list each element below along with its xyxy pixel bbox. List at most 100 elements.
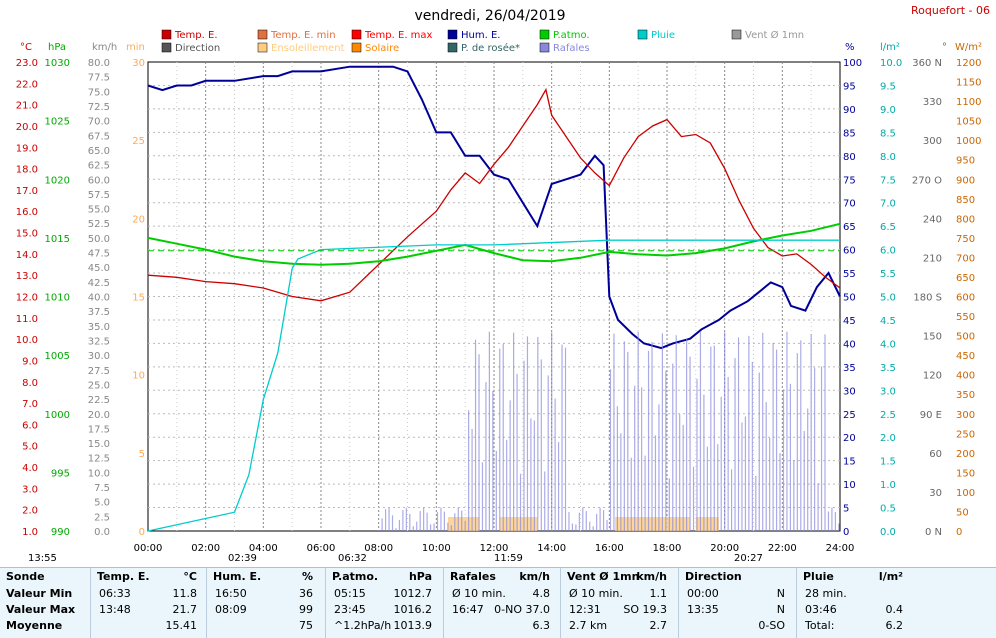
label-max: Valeur Max bbox=[6, 603, 76, 616]
wind-axis-tick-label: 0.0 bbox=[94, 527, 110, 538]
time-tick-label: 04:00 bbox=[249, 543, 278, 554]
legend-label: P.atmo. bbox=[553, 30, 590, 41]
summary-cell-gust: 16:47 0-NO 37.0 bbox=[444, 602, 556, 618]
rain-axis-tick-label: 0.0 bbox=[880, 527, 896, 538]
legend-swatch bbox=[257, 42, 268, 53]
legend-swatch bbox=[351, 29, 362, 40]
time-tick-label: 16:00 bbox=[595, 543, 624, 554]
wind-axis-tick-label: 72.5 bbox=[88, 102, 110, 113]
temp-axis-tick-label: 6.0 bbox=[22, 420, 38, 431]
header-sonde: Sonde bbox=[6, 570, 45, 583]
wind-axis-tick-label: 15.0 bbox=[88, 439, 110, 450]
solar-axis-tick-label: 650 bbox=[956, 273, 975, 284]
summary-cell-time: 05:15 bbox=[334, 587, 366, 600]
press-axis-tick-label: 1010 bbox=[45, 293, 70, 304]
dir-axis-tick-label: 180 S bbox=[913, 293, 942, 304]
wind-axis-tick-label: 30.0 bbox=[88, 351, 110, 362]
sun-time-marker: 02:39 bbox=[228, 553, 257, 564]
temp-axis-tick-label: 11.0 bbox=[16, 314, 38, 325]
hum-axis-tick-label: 10 bbox=[843, 480, 856, 491]
temp-axis-tick-label: 22.0 bbox=[16, 79, 38, 90]
summary-cell-value: 21.7 bbox=[172, 603, 198, 616]
legend-swatch bbox=[447, 42, 458, 53]
temp-axis-tick-label: 17.0 bbox=[16, 186, 38, 197]
summary-cell-time: 2.7 km bbox=[569, 619, 608, 632]
legend-label: Ensoleillement bbox=[271, 43, 345, 54]
rain-axis-tick-label: 7.5 bbox=[880, 175, 896, 186]
temp-axis-tick-label: 1.0 bbox=[22, 527, 38, 538]
summary-cell-time: 13:48 bbox=[99, 603, 131, 616]
rain-axis-tick-label: 3.0 bbox=[880, 386, 896, 397]
summary-cell-rain: Total: 6.2 bbox=[797, 618, 909, 634]
hum-axis-tick-label: 70 bbox=[843, 199, 856, 210]
summary-header-label: Temp. E. bbox=[97, 570, 150, 583]
temp-axis-tick-label: 4.0 bbox=[22, 463, 38, 474]
hum-axis-tick-label: 30 bbox=[843, 386, 856, 397]
summary-header-label: Rafales bbox=[450, 570, 496, 583]
legend-swatch bbox=[351, 42, 362, 53]
summary-cell-time: 12:31 bbox=[569, 603, 601, 616]
summary-cell-hum: 08:09 99 bbox=[207, 602, 319, 618]
time-tick-label: 22:00 bbox=[768, 543, 797, 554]
legend-swatch bbox=[539, 29, 550, 40]
dir-axis-tick-label: 210 bbox=[923, 253, 942, 264]
press-axis-tick-label: 1020 bbox=[45, 175, 70, 186]
sunshine-block bbox=[447, 517, 480, 531]
time-tick-label: 20:00 bbox=[710, 543, 739, 554]
summary-cell-press: ^1.2hPa/h 1013.9 bbox=[326, 618, 438, 634]
wind-axis-tick-label: 67.5 bbox=[88, 131, 110, 142]
summary-col-wind: Vent Ø 1mn km/h Ø 10 min. 1.1 12:31 SO 19.3 2.… bbox=[560, 568, 673, 638]
summary-cell-temp: 15.41 bbox=[91, 618, 203, 634]
summary-cell-time: 13:35 bbox=[687, 603, 719, 616]
legend-label: Solaire bbox=[365, 43, 399, 54]
series-p-atmo- bbox=[147, 222, 841, 266]
summary-cell-rain: 03:46 0.4 bbox=[797, 602, 909, 618]
sun-time-marker: 11:59 bbox=[494, 553, 523, 564]
hum-axis-tick-label: 100 bbox=[843, 58, 862, 69]
summary-header-label: P.atmo. bbox=[332, 570, 379, 583]
rain-axis-tick-label: 10.0 bbox=[880, 58, 902, 69]
solar-axis-tick-label: 100 bbox=[956, 488, 975, 499]
sun-time-marker: 13:55 bbox=[28, 553, 57, 564]
rain-axis-tick-label: 6.5 bbox=[880, 222, 896, 233]
solar-axis-tick-label: 300 bbox=[956, 410, 975, 421]
summary-header-press: P.atmo. hPa bbox=[326, 568, 438, 586]
dir-axis-tick-label: 90 E bbox=[920, 410, 942, 421]
time-tick-label: 02:00 bbox=[191, 543, 220, 554]
hum-axis-tick-label: 75 bbox=[843, 175, 856, 186]
time-tick-label: 00:00 bbox=[134, 543, 163, 554]
dir-axis-tick-label: 240 bbox=[923, 214, 942, 225]
summary-cell-press: 23:45 1016.2 bbox=[326, 602, 438, 618]
press-axis-tick-label: 1030 bbox=[45, 58, 70, 69]
unit-hum: % bbox=[845, 42, 855, 53]
summary-cell-wind: 12:31 SO 19.3 bbox=[561, 602, 673, 618]
legend-label: Direction bbox=[175, 43, 220, 54]
solar-axis-tick-label: 250 bbox=[956, 429, 975, 440]
press-axis-tick-label: 990 bbox=[51, 527, 70, 538]
summary-cell-temp: 06:33 11.8 bbox=[91, 586, 203, 602]
hum-axis-tick-label: 65 bbox=[843, 222, 856, 233]
legend-label: P. de rosée* bbox=[461, 42, 520, 54]
temp-axis-tick-label: 7.0 bbox=[22, 399, 38, 410]
time-tick-label: 10:00 bbox=[422, 543, 451, 554]
summary-cell-value: 36 bbox=[299, 587, 313, 600]
wind-axis-tick-label: 60.0 bbox=[88, 175, 110, 186]
legend-swatch bbox=[161, 29, 172, 40]
hum-axis-tick-label: 60 bbox=[843, 246, 856, 257]
summary-cell-value: 0-SO bbox=[758, 619, 785, 632]
temp-axis-tick-label: 20.0 bbox=[16, 122, 38, 133]
summary-col-temp: Temp. E. °C 06:33 11.8 13:48 21.7 15.41 bbox=[90, 568, 203, 638]
temp-axis-tick-label: 16.0 bbox=[16, 207, 38, 218]
wind-axis-tick-label: 35.0 bbox=[88, 322, 110, 333]
summary-cell-value: 0.4 bbox=[885, 603, 904, 616]
dir-axis-tick-label: 120 bbox=[923, 371, 942, 382]
summary-col-press: P.atmo. hPa 05:15 1012.7 23:45 1016.2 ^1.2hPa/… bbox=[325, 568, 438, 638]
summary-cell-time: 00:00 bbox=[687, 587, 719, 600]
solar-axis-tick-label: 50 bbox=[956, 507, 969, 518]
summary-cell-dir: 00:00 N bbox=[679, 586, 791, 602]
summary-col-rain: Pluie l/m² 28 min. 03:46 0.4 Total: 6.2 bbox=[796, 568, 909, 638]
temp-axis-tick-label: 3.0 bbox=[22, 484, 38, 495]
summary-cell-wind: 2.7 km 2.7 bbox=[561, 618, 673, 634]
wind-axis-tick-label: 50.0 bbox=[88, 234, 110, 245]
hum-axis-tick-label: 0 bbox=[843, 527, 849, 538]
